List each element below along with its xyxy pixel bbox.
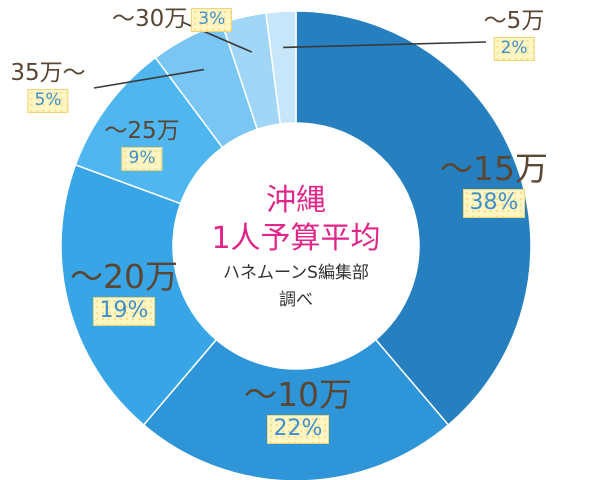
- slice-label-10man: 〜10万 22%: [244, 375, 352, 445]
- slice-percent: 9%: [121, 147, 163, 171]
- slice-percent: 38%: [462, 189, 526, 219]
- slice-label-5man: 〜5万 2%: [483, 8, 545, 61]
- chart-center-text: 沖縄 1人予算平均 ハネムーンS編集部 調べ: [211, 182, 380, 312]
- slice-label-15man: 〜15万 38%: [440, 149, 548, 219]
- slice-label-20man: 〜20万 19%: [70, 257, 178, 327]
- chart-credit-line-2: 調べ: [279, 290, 313, 311]
- slice-percent: 2%: [493, 37, 535, 61]
- leader-line-2: [93, 68, 205, 89]
- slice-category: 35万〜: [10, 60, 86, 86]
- slice-category: 〜25万: [104, 118, 180, 144]
- pie-slice-6: [265, 10, 297, 125]
- slice-category: 〜20万: [70, 257, 178, 296]
- slice-percent: 5%: [27, 89, 69, 113]
- slice-category: 〜10万: [244, 375, 352, 414]
- slice-category: 〜5万: [483, 8, 545, 34]
- chart-credit-line-1: ハネムーンS編集部: [223, 263, 369, 283]
- chart-title-line-1: 沖縄: [266, 183, 326, 218]
- slice-category: 〜15万: [440, 149, 548, 188]
- pie-slice-0: [295, 10, 532, 426]
- chart-title-line-2: 1人予算平均: [211, 220, 381, 256]
- slice-percent: 19%: [92, 297, 156, 327]
- slice-label-35man: 35万〜 5%: [10, 60, 86, 113]
- pie-slice-2: [60, 163, 218, 426]
- slice-category: 〜30万: [112, 6, 188, 33]
- leader-line-0: [283, 41, 487, 49]
- slice-percent: 22%: [266, 415, 330, 445]
- pie-slice-1: [142, 338, 450, 480]
- slice-label-25man: 〜25万 9%: [104, 118, 180, 171]
- slice-label-30man: 〜30万 3%: [112, 6, 233, 33]
- slice-percent: 3%: [191, 8, 233, 32]
